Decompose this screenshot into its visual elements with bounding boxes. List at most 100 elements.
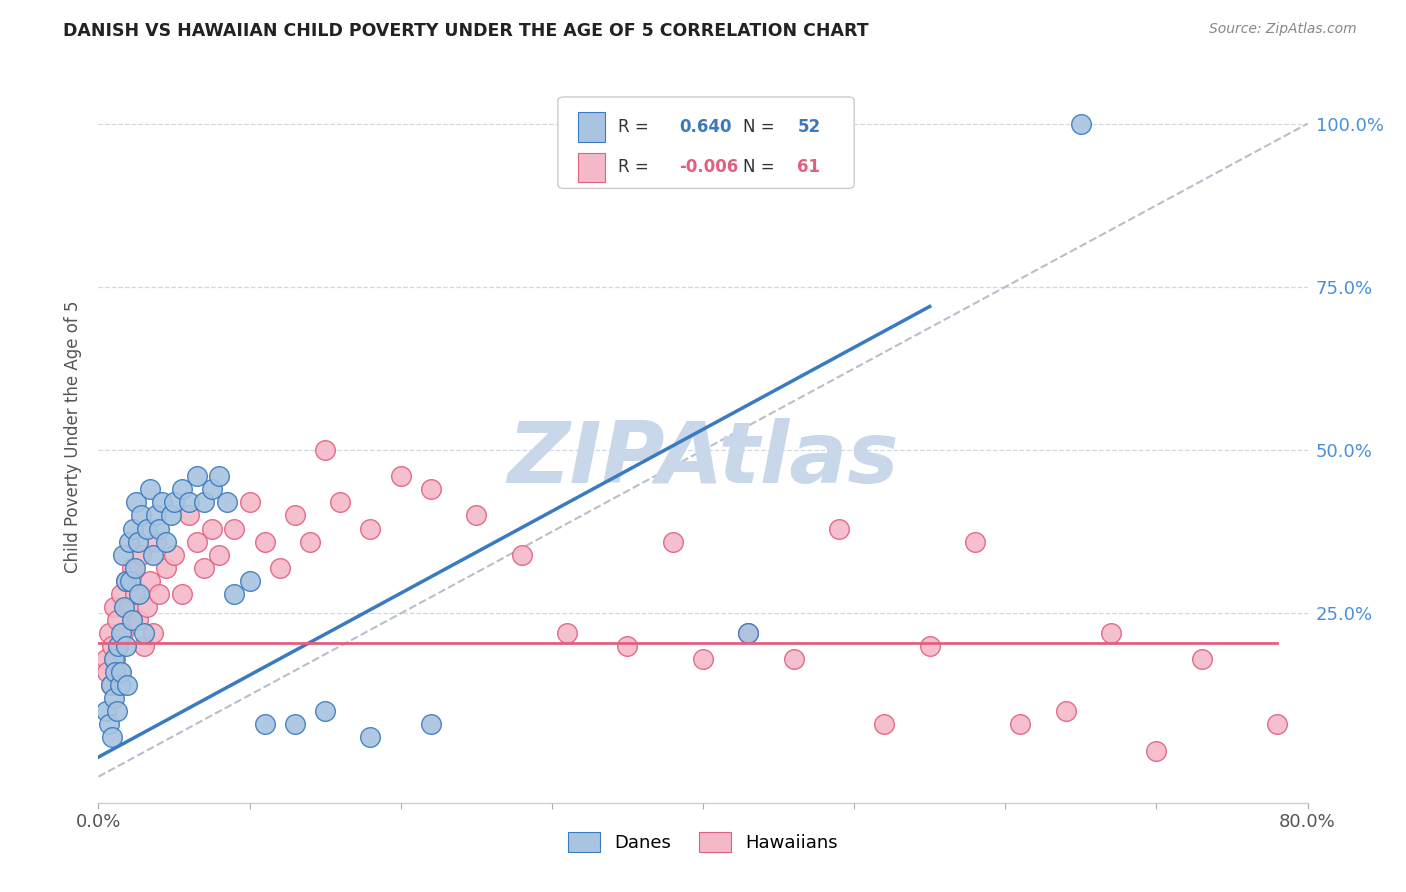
Point (170, 483, 193, 497)
Point (148, 587, 170, 601)
Text: N =: N = (742, 118, 780, 136)
Point (208, 469, 231, 483)
FancyBboxPatch shape (578, 153, 605, 182)
Point (163, 548, 186, 562)
Point (215, 495, 238, 509)
Point (510, 548, 533, 562)
Point (107, 639, 129, 653)
Point (142, 626, 165, 640)
Point (128, 587, 150, 601)
Point (360, 521, 382, 535)
Point (103, 691, 125, 706)
Legend: Danes, Hawaiians: Danes, Hawaiians (561, 824, 845, 860)
Point (284, 717, 307, 731)
Text: DANISH VS HAWAIIAN CHILD POVERTY UNDER THE AGE OF 5 CORRELATION CHART: DANISH VS HAWAIIAN CHILD POVERTY UNDER T… (63, 22, 869, 40)
Point (142, 548, 165, 562)
Text: 61: 61 (797, 158, 820, 177)
Point (100, 678, 122, 692)
Point (110, 626, 132, 640)
Point (239, 574, 262, 588)
Point (120, 574, 142, 588)
Point (284, 508, 307, 523)
Point (132, 639, 155, 653)
Point (104, 665, 127, 680)
Point (179, 508, 201, 523)
Point (105, 613, 128, 627)
Point (918, 639, 941, 653)
Point (114, 574, 136, 588)
Point (103, 599, 125, 614)
FancyBboxPatch shape (558, 97, 855, 188)
Point (555, 626, 578, 640)
Point (193, 560, 215, 574)
Point (124, 560, 146, 574)
Text: ZIPAtlas: ZIPAtlas (508, 417, 898, 500)
Point (1099, 626, 1122, 640)
Point (1010, 717, 1032, 731)
Point (965, 534, 987, 549)
Point (124, 587, 146, 601)
Point (224, 521, 246, 535)
Point (193, 495, 215, 509)
Text: -0.006: -0.006 (679, 158, 738, 177)
Point (94, 652, 117, 666)
Point (201, 483, 224, 497)
Point (1267, 717, 1289, 731)
Point (1144, 743, 1167, 757)
Point (179, 495, 201, 509)
Text: R =: R = (619, 118, 654, 136)
Point (101, 639, 124, 653)
Point (135, 599, 157, 614)
Point (103, 652, 125, 666)
Point (94, 705, 117, 719)
Point (1191, 652, 1213, 666)
Point (118, 599, 141, 614)
Point (661, 534, 683, 549)
Point (98, 717, 121, 731)
Point (253, 717, 276, 731)
Point (145, 534, 167, 549)
Y-axis label: Child Poverty Under the Age of 5: Child Poverty Under the Age of 5 (63, 301, 82, 574)
Point (329, 495, 352, 509)
Point (1054, 705, 1077, 719)
Point (139, 574, 162, 588)
Point (737, 626, 759, 640)
Point (125, 495, 148, 509)
Point (127, 534, 149, 549)
Point (111, 626, 134, 640)
Point (873, 717, 896, 731)
Point (114, 639, 136, 653)
Point (163, 495, 186, 509)
Point (208, 548, 231, 562)
Point (1070, 117, 1092, 131)
Point (150, 495, 173, 509)
Point (269, 560, 291, 574)
Point (420, 483, 443, 497)
Point (186, 469, 208, 483)
Point (155, 534, 177, 549)
Text: 0.640: 0.640 (679, 118, 731, 136)
Point (115, 678, 138, 692)
Point (96, 665, 118, 680)
Text: N =: N = (742, 158, 780, 177)
Point (314, 443, 336, 458)
Point (186, 534, 208, 549)
Point (201, 521, 224, 535)
Point (239, 495, 262, 509)
Point (129, 548, 152, 562)
Text: R =: R = (619, 158, 654, 177)
Point (121, 560, 143, 574)
Point (299, 534, 322, 549)
Point (114, 574, 136, 588)
Point (118, 534, 141, 549)
Point (465, 508, 488, 523)
Point (111, 548, 134, 562)
Point (139, 483, 162, 497)
Point (98, 626, 121, 640)
Text: Source: ZipAtlas.com: Source: ZipAtlas.com (1209, 22, 1357, 37)
Point (105, 705, 128, 719)
FancyBboxPatch shape (578, 112, 605, 142)
Point (108, 678, 131, 692)
Point (100, 678, 122, 692)
Point (616, 639, 638, 653)
